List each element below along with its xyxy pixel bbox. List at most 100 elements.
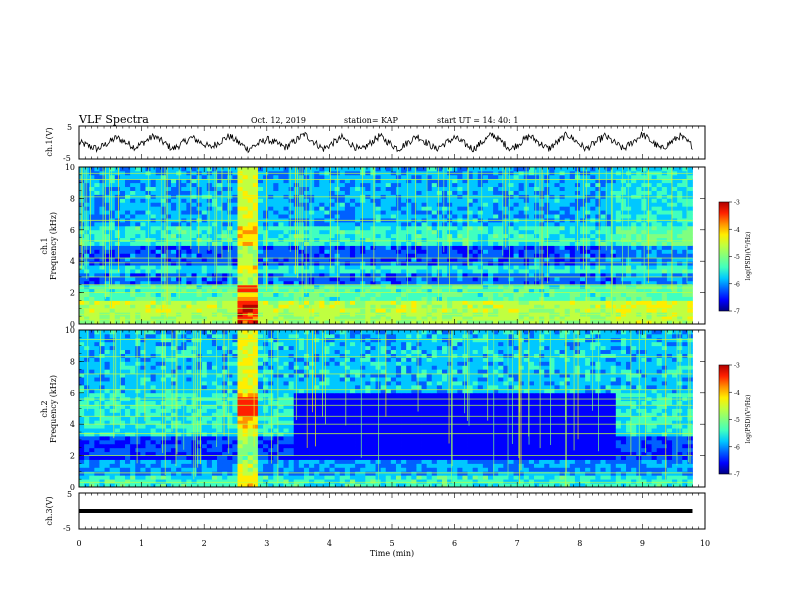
spectrogram-cell [457, 191, 463, 195]
spectrogram-cell [427, 222, 433, 226]
spectrogram-cell [84, 285, 90, 289]
spectrogram-cell [151, 210, 157, 214]
spectrogram-cell [324, 308, 330, 312]
spectrogram-cell [514, 210, 520, 214]
spectrogram-cell [89, 265, 95, 269]
spectrogram-cell [140, 175, 146, 179]
spectrogram-cell [590, 187, 596, 191]
spectrogram-cell [278, 234, 284, 238]
spectrogram-cell [258, 261, 264, 265]
spectrogram-cell [365, 261, 371, 265]
spectrogram-cell [243, 198, 249, 202]
spectrogram-cell [110, 202, 116, 206]
spectrogram-cell [283, 183, 289, 187]
spectrogram-cell [232, 253, 238, 257]
spectrogram-cell [217, 285, 223, 289]
spectrogram-cell [120, 261, 126, 265]
spectrogram-cell [110, 269, 116, 273]
spectrogram-cell [416, 226, 422, 230]
spectrogram-cell [237, 277, 243, 281]
spectrogram-cell [237, 265, 243, 269]
spectrogram-cell [217, 269, 223, 273]
spectrogram-cell [197, 261, 203, 265]
spectrogram-cell [319, 175, 325, 179]
spectrogram-cell [386, 269, 392, 273]
spectrogram-cell [381, 269, 387, 273]
spectrogram-cell [273, 226, 279, 230]
spectrogram-cell [616, 191, 622, 195]
spectrogram-cell [232, 187, 238, 191]
spectrogram-cell [381, 210, 387, 214]
spectrogram-cell [289, 300, 295, 304]
spectrogram-cell [237, 206, 243, 210]
spectrogram-cell [554, 277, 560, 281]
spectrogram-cell [222, 187, 228, 191]
spectrogram-cell [304, 316, 310, 320]
spectrogram-cell [171, 183, 177, 187]
spectrogram-cell [462, 300, 468, 304]
spectrogram-cell [580, 198, 586, 202]
spectrogram-cell [166, 202, 172, 206]
spectrogram-cell [631, 316, 637, 320]
spectrogram-cell [473, 183, 479, 187]
spectrogram-cell [365, 226, 371, 230]
spectrogram-cell [350, 206, 356, 210]
spectrogram-cell [376, 249, 382, 253]
spectrogram-cell [278, 265, 284, 269]
spectrogram-cell [263, 210, 269, 214]
spectrogram-cell [309, 183, 315, 187]
spectrogram-cell [432, 234, 438, 238]
spectrogram-cell [171, 187, 177, 191]
spectrogram-cell [120, 175, 126, 179]
spectrogram-cell [191, 226, 197, 230]
spectrogram-cell [191, 230, 197, 234]
spectrogram-cell [166, 253, 172, 257]
spectrogram-cell [473, 308, 479, 312]
spectrogram-cell [478, 198, 484, 202]
spectrogram-cell [345, 210, 351, 214]
spectrogram-cell [524, 285, 530, 289]
spectrogram-cell [304, 246, 310, 250]
spectrogram-cell [268, 297, 274, 301]
spectrogram-cell [309, 261, 315, 265]
spectrogram-cell [304, 300, 310, 304]
spectrogram-cell [376, 246, 382, 250]
spectrogram-cell [232, 167, 238, 171]
spectrogram-cell [411, 238, 417, 242]
spectrogram-cell [488, 293, 494, 297]
spectrogram-cell [452, 293, 458, 297]
spectrogram-cell [687, 265, 693, 269]
spectrogram-cell [197, 242, 203, 246]
spectrogram-cell [202, 238, 208, 242]
spectrogram-cell [503, 285, 509, 289]
spectrogram-cell [314, 175, 320, 179]
spectrogram-cell [554, 191, 560, 195]
spectrogram-cell [243, 191, 249, 195]
spectrogram-cell [652, 238, 658, 242]
spectrogram-cell [580, 191, 586, 195]
spectrogram-cell [340, 226, 346, 230]
spectrogram-cell [570, 242, 576, 246]
spectrogram-cell [534, 187, 540, 191]
spectrogram-cell [386, 167, 392, 171]
spectrogram-cell [590, 226, 596, 230]
spectrogram-cell [191, 206, 197, 210]
spectrogram-cell [422, 175, 428, 179]
spectrogram-cell [314, 300, 320, 304]
spectrogram-cell [319, 198, 325, 202]
spectrogram-cell [391, 202, 397, 206]
spectrogram-cell [370, 238, 376, 242]
spectrogram-cell [181, 242, 187, 246]
spectrogram-cell [406, 234, 412, 238]
spectrogram-cell [248, 285, 254, 289]
spectrogram-cell [237, 297, 243, 301]
spectrogram-cell [340, 202, 346, 206]
spectrogram-cell [687, 206, 693, 210]
spectrogram-cell [422, 285, 428, 289]
spectrogram-cell [89, 191, 95, 195]
spectrogram-cell [304, 285, 310, 289]
spectrogram-cell [360, 249, 366, 253]
spectrogram-cell [89, 242, 95, 246]
spectrogram-cell [672, 297, 678, 301]
spectrogram-cell [355, 238, 361, 242]
